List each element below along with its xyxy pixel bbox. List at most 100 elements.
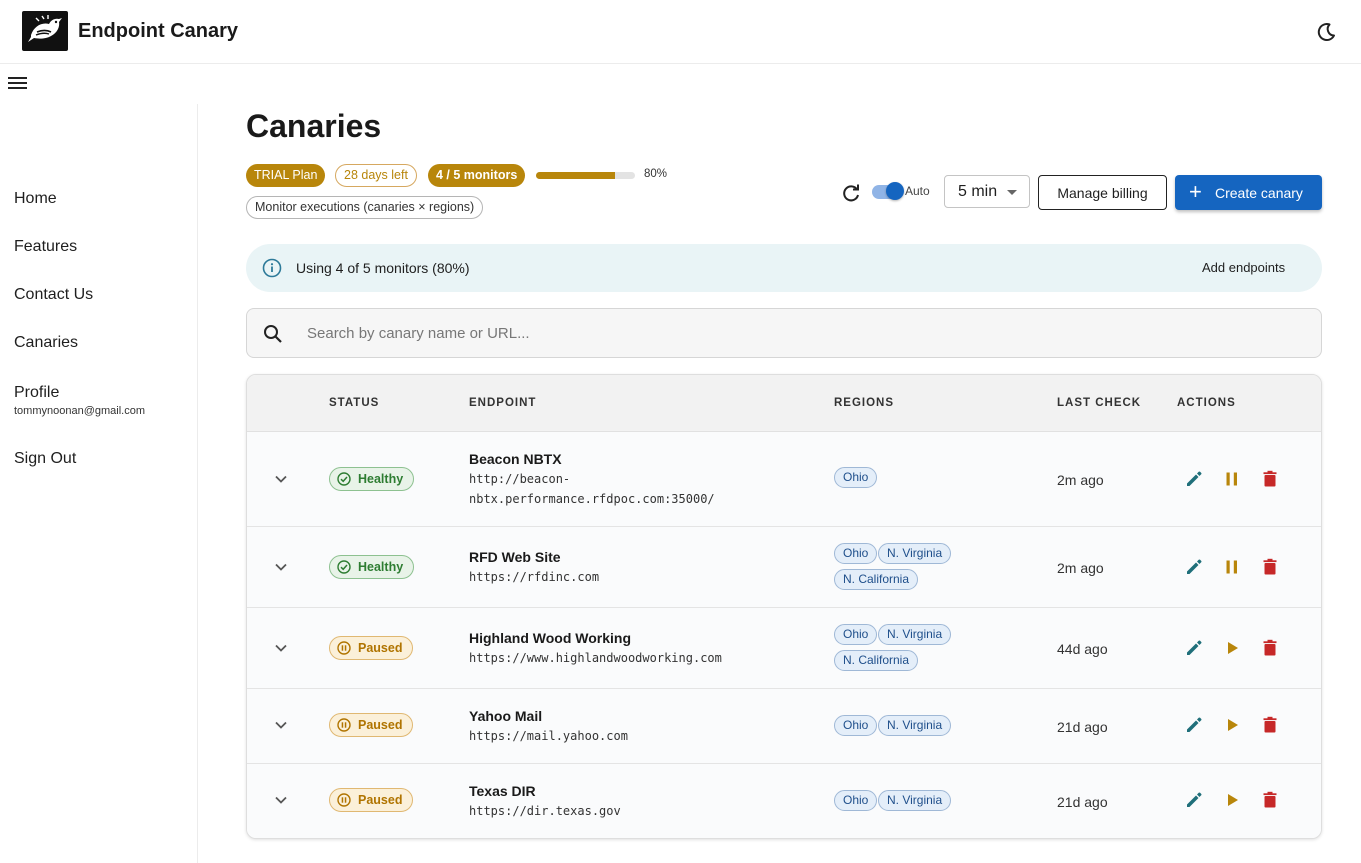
sidebar-item-contact-us[interactable]: Contact Us (14, 286, 94, 303)
status-badge: Healthy (329, 467, 415, 491)
interval-select[interactable]: 5 min (944, 175, 1030, 208)
sidebar-item-canaries[interactable]: Canaries (14, 334, 79, 351)
pencil-icon[interactable] (1183, 789, 1205, 811)
status-badge: Healthy (329, 555, 415, 579)
page-title: Canaries (246, 108, 382, 144)
header-last-check: LAST CHECK (1057, 397, 1142, 409)
trash-icon[interactable] (1259, 789, 1281, 811)
create-canary-label: Create canary (1215, 185, 1303, 201)
usage-percent: 80% (644, 168, 668, 180)
pencil-icon[interactable] (1183, 637, 1205, 659)
pause-icon[interactable] (1221, 556, 1243, 578)
chevron-down-icon[interactable] (273, 717, 289, 733)
search-icon (262, 323, 284, 345)
header-regions: REGIONS (834, 397, 895, 409)
endpoint-url: https://rfdinc.com (469, 567, 799, 587)
sidebar-item-profile[interactable]: Profile (14, 384, 60, 401)
add-endpoints-link[interactable]: Add endpoints (1202, 260, 1286, 275)
status-label: Paused (358, 641, 403, 655)
user-email: tommynoonan@gmail.com (14, 405, 145, 417)
status-badge: Paused (329, 788, 414, 812)
pause-icon[interactable] (1221, 468, 1243, 490)
header-status: STATUS (329, 397, 380, 409)
status-label: Paused (358, 793, 403, 807)
auto-refresh-toggle[interactable] (872, 182, 904, 200)
trial-plan-badge: TRIAL Plan (246, 164, 326, 187)
table-row: Healthy Beacon NBTX http://beacon-nbtx.per… (247, 432, 1321, 527)
trash-icon[interactable] (1259, 714, 1281, 736)
endpoint-name: Yahoo Mail (469, 708, 543, 724)
status-badge: Paused (329, 713, 414, 737)
endpoint-url-line: https://rfdinc.com (469, 570, 600, 584)
table-row: Healthy RFD Web Site https://rfdinc.com Ohi… (247, 527, 1321, 608)
moon-icon[interactable] (1312, 18, 1340, 46)
region-chip: N. California (834, 569, 919, 590)
region-chip: N. Virginia (878, 624, 952, 645)
status-label: Healthy (358, 472, 404, 486)
status-badge: Paused (329, 636, 414, 660)
chevron-down-icon[interactable] (273, 640, 289, 656)
manage-billing-button[interactable]: Manage billing (1038, 175, 1167, 210)
table-row: Paused Yahoo Mail https://mail.yahoo.com Oh… (247, 689, 1321, 764)
caret-down-icon (1007, 190, 1017, 195)
create-canary-button[interactable]: + Create canary (1175, 175, 1322, 210)
pencil-icon[interactable] (1183, 468, 1205, 490)
endpoint-url: https://mail.yahoo.com (469, 726, 799, 746)
sidebar-item-home[interactable]: Home (14, 190, 57, 207)
usage-progress-bar (536, 172, 635, 179)
check-circle-icon (337, 560, 351, 574)
endpoint-url: http://beacon-nbtx.performance.rfdpoc.co… (469, 469, 799, 509)
endpoint-name: Texas DIR (469, 783, 536, 799)
sidebar-item-sign-out[interactable]: Sign Out (14, 450, 77, 467)
status-label: Paused (358, 718, 403, 732)
toggle-knob (886, 182, 904, 200)
pause-circle-icon (337, 793, 351, 807)
endpoint-url: https://www.highlandwoodworking.com (469, 648, 799, 668)
pause-circle-icon (337, 718, 351, 732)
header-endpoint: ENDPOINT (469, 397, 537, 409)
app-title: Endpoint Canary (78, 20, 239, 42)
chevron-down-icon[interactable] (273, 471, 289, 487)
pencil-icon[interactable] (1183, 714, 1205, 736)
region-chip: N. California (834, 650, 919, 671)
header-actions: ACTIONS (1177, 397, 1236, 409)
last-check: 21d ago (1057, 719, 1108, 735)
chevron-down-icon[interactable] (273, 792, 289, 808)
usage-alert: Using 4 of 5 monitors (80%) Add endpoint… (246, 244, 1322, 292)
endpoint-url-line: http://beacon- (469, 472, 571, 486)
chevron-down-icon[interactable] (273, 559, 289, 575)
refresh-icon[interactable] (840, 182, 862, 204)
search-input[interactable] (307, 321, 1287, 345)
interval-value: 5 min (958, 183, 998, 200)
endpoint-name: RFD Web Site (469, 549, 561, 565)
region-chip: Ohio (834, 467, 878, 488)
trash-icon[interactable] (1259, 637, 1281, 659)
alert-message: Using 4 of 5 monitors (80%) (296, 260, 470, 276)
trash-icon[interactable] (1259, 556, 1281, 578)
table-row: Paused Highland Wood Working https://www.h… (247, 608, 1321, 689)
monitors-badge: 4 / 5 monitors (428, 164, 526, 187)
region-chip: Ohio (834, 790, 878, 811)
endpoint-name: Highland Wood Working (469, 630, 632, 646)
status-label: Healthy (358, 560, 404, 574)
plus-icon: + (1189, 179, 1202, 204)
play-icon[interactable] (1221, 789, 1243, 811)
endpoint-url-line: https://dir.texas.gov (469, 804, 621, 818)
search-bar (246, 308, 1322, 358)
canaries-table: STATUS ENDPOINT REGIONS LAST CHECK ACTIO… (246, 374, 1322, 839)
app-bar: Endpoint Canary (0, 0, 1361, 64)
last-check: 2m ago (1057, 472, 1104, 488)
play-icon[interactable] (1221, 637, 1243, 659)
usage-progress-fill (536, 172, 616, 179)
last-check: 44d ago (1057, 641, 1108, 657)
endpoint-name: Beacon NBTX (469, 451, 562, 467)
pencil-icon[interactable] (1183, 556, 1205, 578)
table-row: Paused Texas DIR https://dir.texas.gov Ohio… (247, 764, 1321, 838)
sidebar-item-features[interactable]: Features (14, 238, 78, 255)
play-icon[interactable] (1221, 714, 1243, 736)
hamburger-icon[interactable] (8, 74, 28, 92)
region-chip: N. Virginia (878, 790, 952, 811)
pause-circle-icon (337, 641, 351, 655)
endpoint-url-line: nbtx.performance.rfdpoc.com:35000/ (469, 492, 715, 506)
trash-icon[interactable] (1259, 468, 1281, 490)
